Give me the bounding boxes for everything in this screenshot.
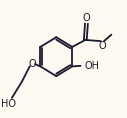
Text: O: O (28, 59, 36, 69)
Text: HO: HO (1, 99, 16, 109)
Text: O: O (83, 13, 90, 23)
Text: OH: OH (84, 61, 99, 71)
Text: O: O (99, 41, 106, 51)
